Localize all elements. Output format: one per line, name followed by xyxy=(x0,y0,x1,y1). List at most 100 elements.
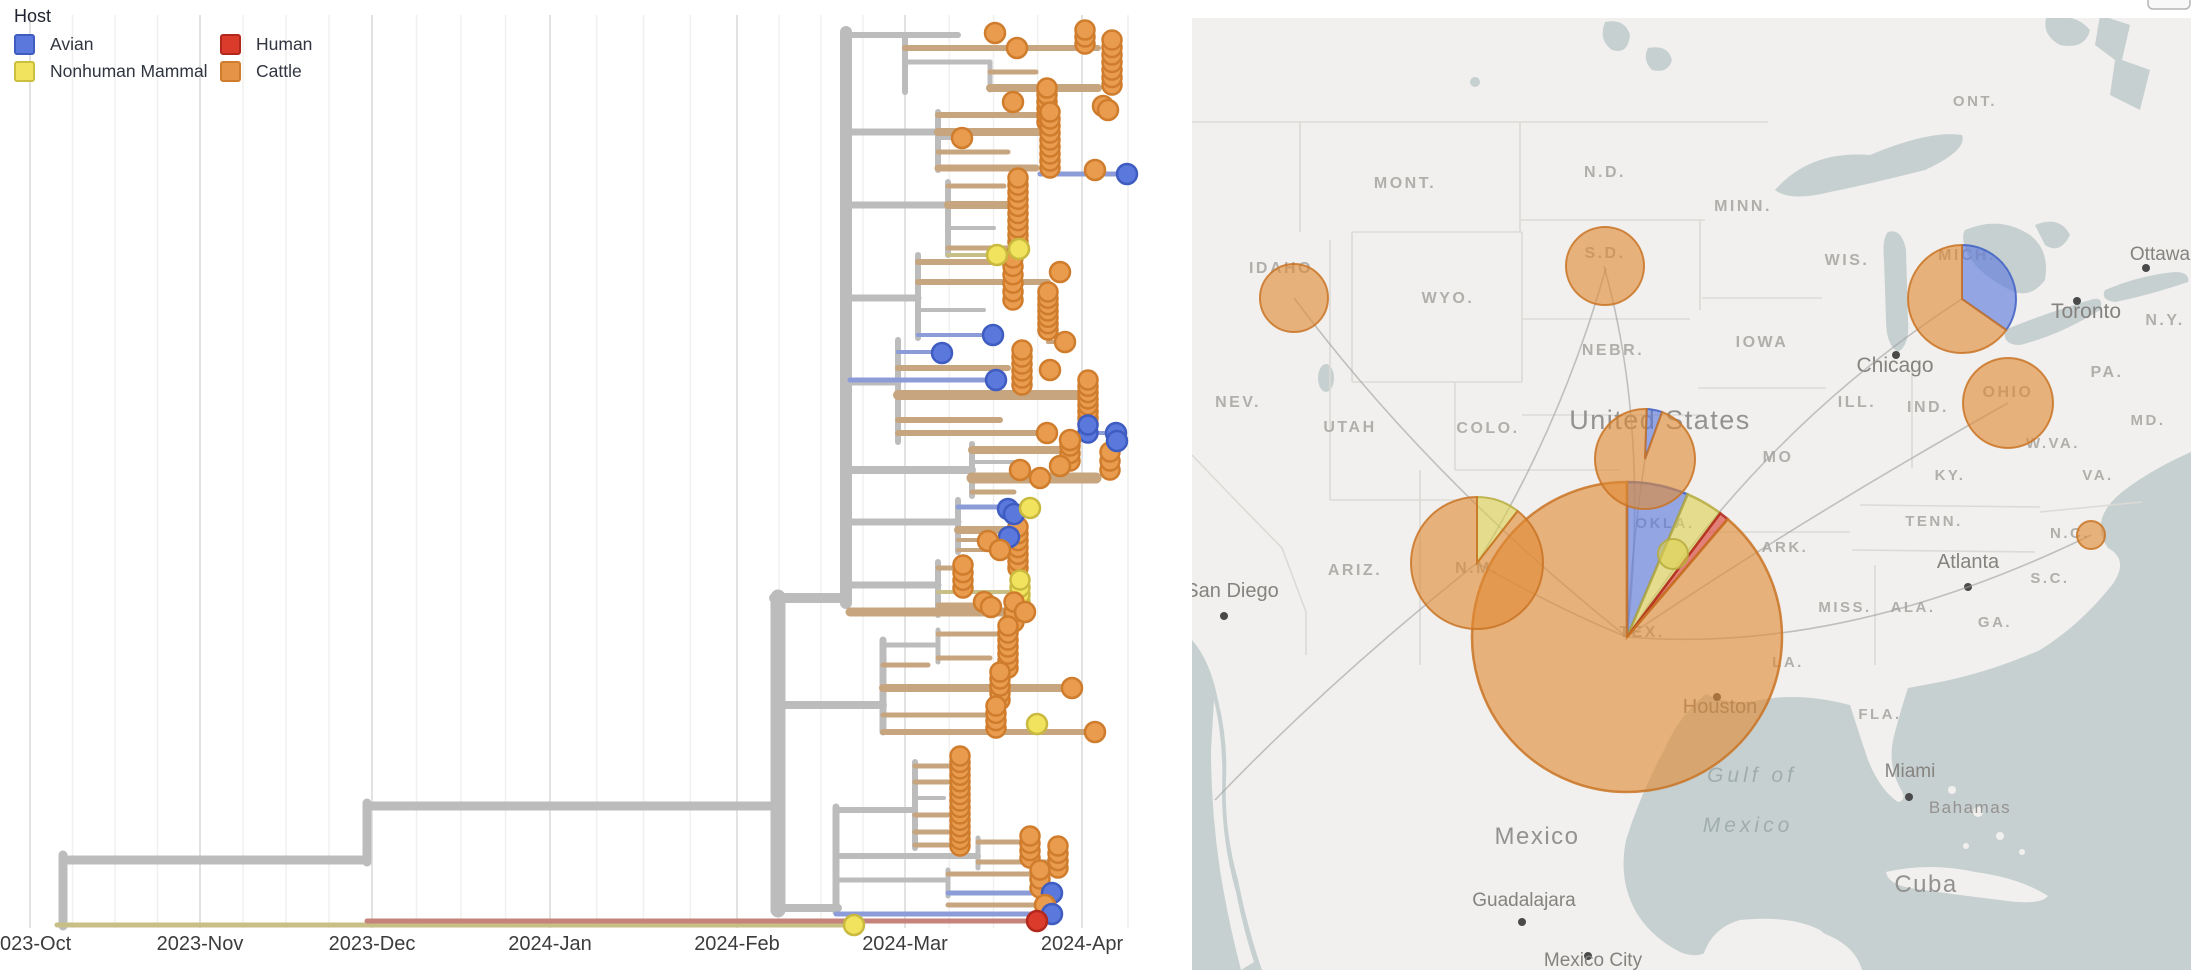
city-label: Ottawa xyxy=(2130,244,2191,265)
pie-slice-orange[interactable] xyxy=(1410,495,1544,630)
city-label: Guadalajara xyxy=(1472,890,1576,911)
tree-tip-orange[interactable] xyxy=(1053,330,1077,354)
state-label: ALA. xyxy=(1891,599,1936,616)
tree-tip-orange[interactable] xyxy=(1038,358,1062,382)
pie-slice-orange[interactable] xyxy=(1259,263,1329,333)
lake xyxy=(1470,77,1480,87)
legend-label: Cattle xyxy=(256,61,302,81)
city-label: Chicago xyxy=(1856,354,1933,377)
city-label: Mexico City xyxy=(1544,950,1643,970)
tree-tip-blue[interactable] xyxy=(1077,414,1099,436)
tree-tip-orange[interactable] xyxy=(1028,466,1052,490)
tree-tip-orange[interactable] xyxy=(997,615,1019,637)
state-label: FLA. xyxy=(1858,706,1901,723)
city-dot xyxy=(1584,952,1592,960)
tree-tip-orange[interactable] xyxy=(1083,158,1107,182)
tree-tip-yellow[interactable] xyxy=(985,243,1009,267)
tree-tip-orange[interactable] xyxy=(1101,29,1123,51)
city-dot xyxy=(1892,351,1900,359)
tree-tip-blue[interactable] xyxy=(1115,162,1139,186)
legend-item-avian[interactable]: Avian xyxy=(14,34,220,55)
tree-tip-blue[interactable] xyxy=(930,341,954,365)
tree-tip-orange[interactable] xyxy=(1001,90,1025,114)
tree-tip-yellow[interactable] xyxy=(1007,237,1031,261)
tree-tip-yellow[interactable] xyxy=(1009,569,1031,591)
tree-tip-orange[interactable] xyxy=(1011,339,1033,361)
tree-tip-orange[interactable] xyxy=(950,126,974,150)
tree-tip-orange[interactable] xyxy=(1039,101,1061,123)
map-pie-oklahoma[interactable] xyxy=(1657,538,1689,570)
axis-label: 2024-Jan xyxy=(508,933,591,955)
state-label: N.D. xyxy=(1584,164,1626,181)
tree-tip-yellow[interactable] xyxy=(1018,496,1042,520)
pie-slice-orange[interactable] xyxy=(1907,243,2008,354)
legend-item-nonhuman-mammal[interactable]: Nonhuman Mammal xyxy=(14,61,220,82)
tree-tip-orange[interactable] xyxy=(989,661,1011,683)
pie-slice-orange[interactable] xyxy=(2076,520,2106,550)
map-pie-michigan[interactable] xyxy=(1907,243,2017,354)
legend-swatch-nonhuman-mammal xyxy=(14,61,35,82)
legend-item-cattle[interactable]: Cattle xyxy=(220,61,312,82)
tree-tip-orange[interactable] xyxy=(983,21,1007,45)
tree-tip-red[interactable] xyxy=(1025,909,1049,933)
country-label: Cuba xyxy=(1894,871,1957,898)
water-label: Gulf of xyxy=(1707,764,1797,787)
tree-tip-orange[interactable] xyxy=(1036,77,1058,99)
map-pie-new-mexico[interactable] xyxy=(1410,495,1544,630)
pie-slice-yellow[interactable] xyxy=(1657,538,1689,570)
tree-background[interactable] xyxy=(0,0,1160,970)
tree-tip-orange[interactable] xyxy=(988,538,1012,562)
tree-tip-orange[interactable] xyxy=(1035,421,1059,445)
pie-slice-orange[interactable] xyxy=(1962,357,2054,449)
tree-tip-orange[interactable] xyxy=(1007,167,1029,189)
tree-tip-orange[interactable] xyxy=(1005,36,1029,60)
tree-tip-orange[interactable] xyxy=(1096,98,1120,122)
map-pie-kansas[interactable] xyxy=(1594,407,1696,510)
state-border xyxy=(2039,501,2143,513)
tree-tip-yellow[interactable] xyxy=(1025,712,1049,736)
map-reset-zoom-button[interactable] xyxy=(2147,0,2191,10)
tree-tip-orange[interactable] xyxy=(1060,676,1084,700)
pie-slice-orange[interactable] xyxy=(1594,408,1696,510)
map-pie-ohio[interactable] xyxy=(1962,357,2054,449)
state-label: ARK. xyxy=(1762,539,1809,556)
state-label: PA. xyxy=(2091,364,2124,381)
axis-label: 2024-Mar xyxy=(862,933,948,955)
tree-tip-orange[interactable] xyxy=(1047,835,1069,857)
tree-tip-orange[interactable] xyxy=(1048,260,1072,284)
tree-tip-orange[interactable] xyxy=(949,745,971,767)
tree-tip-orange[interactable] xyxy=(1008,458,1032,482)
map-pie-north-carolina[interactable] xyxy=(2076,520,2106,550)
tree-tip-orange[interactable] xyxy=(1077,369,1099,391)
map-pie-south-dakota[interactable] xyxy=(1565,226,1645,306)
tree-gridlines xyxy=(29,15,1129,928)
tree-tip-blue[interactable] xyxy=(984,368,1008,392)
tree-tip-orange[interactable] xyxy=(1058,428,1082,452)
pie-slice-blue[interactable] xyxy=(1961,243,2017,332)
lake xyxy=(2035,221,2070,249)
tree-tip-orange[interactable] xyxy=(979,595,1003,619)
tree-tip-orange[interactable] xyxy=(952,554,974,576)
tree-tip-orange[interactable] xyxy=(1074,19,1096,41)
tree-tip-blue[interactable] xyxy=(981,323,1005,347)
legend-item-human[interactable]: Human xyxy=(220,34,312,55)
tree-tip-orange[interactable] xyxy=(1019,825,1041,847)
state-label: ILL. xyxy=(1838,394,1876,411)
great-salt-lake xyxy=(1318,364,1334,392)
tree-tip-orange[interactable] xyxy=(1037,281,1059,303)
tree-tip-orange[interactable] xyxy=(985,695,1007,717)
state-label: MD. xyxy=(2131,412,2166,429)
tree-tip-orange[interactable] xyxy=(1029,859,1051,881)
state-label: COLO. xyxy=(1456,420,1519,437)
city-dot xyxy=(1905,793,1913,801)
tree-tip-blue[interactable] xyxy=(1105,429,1129,453)
tree-tip-orange[interactable] xyxy=(1013,600,1037,624)
tree-tip-orange[interactable] xyxy=(1083,720,1107,744)
host-legend: Host Avian Human Nonhuman Mammal Cattle xyxy=(14,6,312,82)
country-label: Bahamas xyxy=(1929,798,2011,817)
state-border xyxy=(1859,504,2041,508)
map-pie-idaho[interactable] xyxy=(1259,263,1329,333)
tree-tip-yellow[interactable] xyxy=(842,913,866,937)
tree-tip-orange[interactable] xyxy=(1048,454,1072,478)
pie-slice-orange[interactable] xyxy=(1565,226,1645,306)
